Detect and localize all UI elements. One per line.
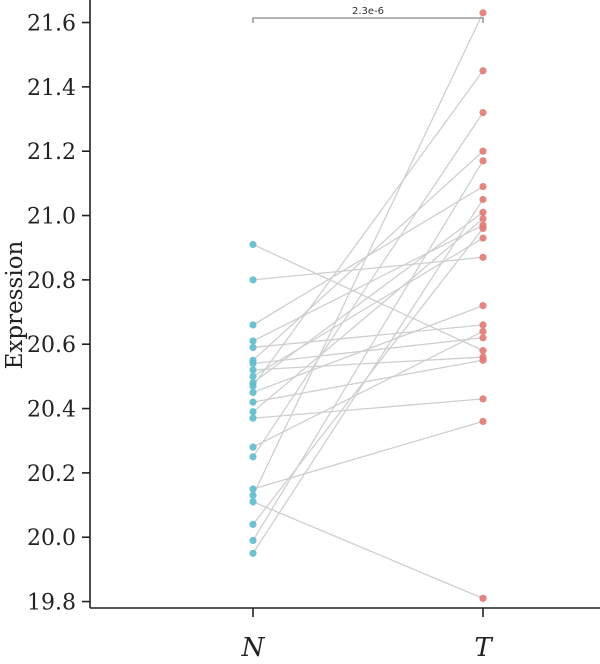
point-normal (249, 443, 257, 451)
y-tick-label: 21.6 (27, 12, 76, 37)
y-tick-label: 20.4 (27, 398, 76, 423)
p-value-label: 2.3e-6 (352, 6, 384, 17)
pair-line (252, 398, 484, 419)
point-normal (249, 491, 257, 500)
point-tumor (479, 356, 487, 364)
x-tick-label-n: N (241, 633, 266, 663)
y-tick-label: 21.4 (27, 76, 76, 101)
point-tumor (479, 67, 487, 75)
point-normal (249, 388, 257, 397)
pair-line (252, 305, 484, 394)
point-normal (249, 359, 257, 368)
point-tumor (479, 157, 487, 165)
pair-line (252, 420, 484, 490)
point-normal (249, 408, 257, 416)
point-normal (249, 337, 257, 345)
point-tumor (479, 195, 487, 204)
pair-line (252, 211, 484, 384)
point-tumor (479, 253, 487, 261)
point-tumor (479, 208, 487, 216)
point-tumor (479, 9, 487, 17)
x-tick-label-t: T (474, 633, 493, 663)
bracket-line (252, 17, 484, 23)
point-normal (249, 485, 257, 493)
pair-lines (252, 12, 484, 599)
point-normal (249, 372, 257, 380)
point-normal (249, 240, 257, 249)
y-tick-label: 21.0 (27, 205, 76, 230)
point-normal (249, 453, 257, 461)
point-normal (249, 382, 257, 390)
axes: 19.8 20.0 20.2 20.4 20.6 20.8 21.0 21.2 21.4 21.6… (27, 0, 600, 663)
pair-line (252, 237, 484, 377)
y-tick-label: 20.0 (27, 526, 76, 551)
y-ticks: 19.8 20.0 20.2 20.4 20.6 20.8 21.0 21.2 21.4 21.6 (27, 12, 90, 616)
pair-line (252, 356, 484, 371)
point-tumor (479, 395, 487, 403)
point-tumor (479, 347, 487, 355)
pair-line (252, 160, 484, 541)
pair-line (252, 218, 484, 413)
pair-line (252, 501, 484, 599)
point-normal (249, 536, 257, 545)
significance-bracket: 2.3e-6 (252, 6, 484, 23)
point-tumor (479, 302, 487, 310)
point-tumor (479, 182, 487, 191)
pair-line (252, 359, 484, 403)
point-tumor (479, 224, 487, 233)
points (249, 9, 487, 602)
y-tick-label: 20.8 (27, 269, 76, 294)
pair-line (252, 12, 484, 496)
point-normal (249, 520, 257, 528)
point-tumor (479, 147, 487, 155)
point-normal (249, 321, 257, 329)
point-normal (249, 414, 257, 422)
y-axis-title: Expression (2, 240, 28, 369)
point-tumor (479, 327, 487, 335)
y-tick-label: 21.2 (27, 140, 76, 165)
point-normal (249, 398, 257, 406)
point-tumor (479, 108, 487, 117)
y-tick-label: 20.6 (27, 333, 76, 358)
pair-line (252, 224, 484, 342)
pair-line (252, 330, 484, 448)
pair-line (252, 324, 484, 349)
point-tumor (479, 234, 487, 242)
point-tumor (479, 417, 487, 426)
point-normal (249, 343, 257, 352)
y-tick-label: 20.2 (27, 462, 76, 487)
pair-line (252, 150, 484, 361)
y-tick-label: 19.8 (27, 591, 76, 616)
point-tumor (479, 594, 487, 602)
point-normal (249, 498, 257, 506)
point-tumor (479, 215, 487, 223)
pair-line (252, 70, 484, 387)
point-tumor (479, 334, 487, 342)
point-normal (249, 366, 257, 374)
pair-line (252, 112, 484, 458)
point-normal (249, 549, 257, 557)
point-tumor (479, 321, 487, 329)
pair-line (252, 199, 484, 554)
point-normal (249, 276, 257, 284)
